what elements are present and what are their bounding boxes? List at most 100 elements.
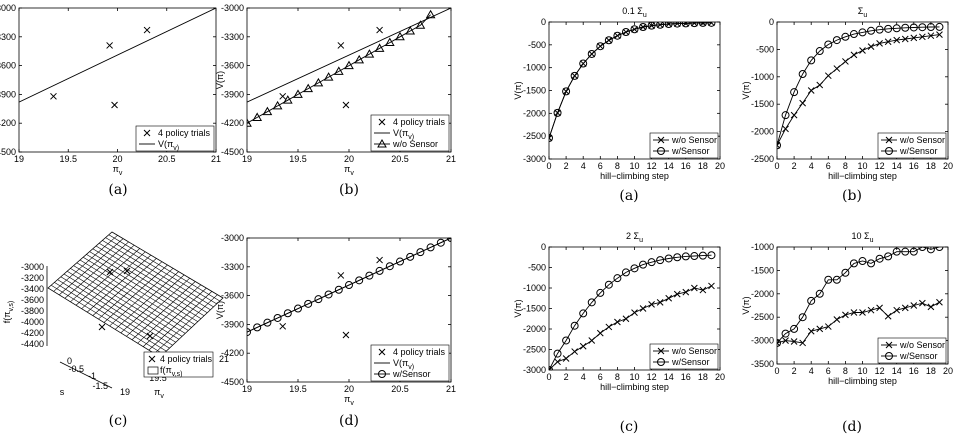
data-point [893,306,901,314]
x-tick-label: 6 [826,161,831,171]
x-tick-label: 19 [120,387,130,397]
legend-item: V(πv) [139,139,179,152]
plot-area [777,247,944,347]
data-point [815,47,824,56]
data-point [333,66,344,75]
x-tick-label: 21 [446,154,456,164]
data-point [374,43,385,52]
panel-caption: (c) [109,413,128,429]
x-axis-label: hill−climbing step [600,171,669,181]
data-point [790,338,798,345]
data-point [884,252,893,261]
s-axis-label: s [60,387,65,397]
panel-right_b: 0 2 4 6 8 10 12 14 16 18 20 0 -500 -1000 -1500 -2000 -25… [741,6,953,181]
data-point [579,309,588,318]
x-tick-label: 19 [14,154,24,164]
data-point [143,26,151,34]
data-point [892,247,901,256]
data-point [415,20,426,29]
x-tick-label: 18 [926,161,936,171]
x-tick-label: 4 [581,161,586,171]
data-point [850,309,858,316]
x-axis-label: hill−climbing step [600,382,669,392]
data-point [579,342,587,350]
series-line [247,238,451,333]
y-tick-label: -2500 [751,312,774,322]
surface-grid-line [92,248,205,316]
data-point [406,252,415,261]
data-point [850,51,858,59]
data-point [562,336,571,345]
data-point [294,304,302,313]
y-tick-label: -1000 [523,63,546,73]
data-point [588,337,596,344]
series-4-policy-trials [279,256,383,339]
data-point [858,257,867,266]
data-point [849,259,858,268]
data-point [293,89,303,98]
y-tick-label: -3300 [221,32,244,42]
surface-grid-line [109,268,174,327]
y-tick-label: -3900 [221,319,244,329]
legend-label: w/Sensor [671,146,710,156]
data-point [884,24,893,33]
legend-label: V(πv) [393,358,414,371]
data-point [355,276,364,285]
legend-label: w/o Sensor [899,135,945,145]
data-point [816,325,824,333]
data-point [841,268,850,277]
series-4-policy-trials [50,26,151,109]
legend-label: w/o Sensor [671,346,717,356]
series-w-o-sensor [549,282,715,370]
plot-area [549,251,716,370]
legend-item: 4 policy trials [378,347,446,357]
data-point [798,70,807,79]
series-w-sensor [549,22,716,142]
z-tick-label: -3800 [21,306,44,316]
data-point [304,299,313,308]
data-point [631,309,638,316]
data-point [892,24,901,33]
data-point [605,323,613,331]
data-point [596,288,605,297]
chart-title: 0.1 Σu [622,6,647,19]
legend-box [877,337,947,364]
legend-marker [885,136,893,144]
data-point [314,295,323,304]
panel-left_b: 19 19.5 20 20.5 21 -3000 -3300 -3600 -3900 -4200 -… [215,3,456,177]
legend-label: w/Sensor [392,369,431,379]
data-point [841,32,850,41]
data-point [901,304,909,312]
data-point [690,284,698,292]
panel-right_d: 0 2 4 6 8 10 12 14 16 18 20 -1000 -1500 -2000 -2500 -30… [741,231,953,386]
legend-box [135,125,215,152]
data-point [918,247,927,251]
data-point [867,306,875,314]
data-point [324,290,333,299]
data-point [596,42,605,51]
data-point [604,36,613,45]
x-tick-label: 12 [647,372,657,382]
data-point [395,31,405,41]
x-tick-label: 10 [629,372,639,382]
legend-marker [148,355,156,363]
series-w-o-sensor [247,9,436,127]
series-line [549,22,712,139]
x-tick-label: 2 [564,161,569,171]
data-point [553,108,562,117]
x-axis-label: πv [113,164,123,177]
data-point [549,133,553,142]
x-tick-label: 2 [564,372,569,382]
data-point [344,60,354,70]
x-tick-label: 6 [598,161,603,171]
x-tick-label: 20 [112,154,122,164]
data-point [345,281,353,290]
data-point [832,275,841,284]
x-tick-label: 16 [681,161,691,171]
x-tick-label: 19.5 [59,154,77,164]
y-tick-label: -3000 [0,3,16,13]
data-point [262,106,273,116]
y-axis-label: V(π) [215,71,225,89]
